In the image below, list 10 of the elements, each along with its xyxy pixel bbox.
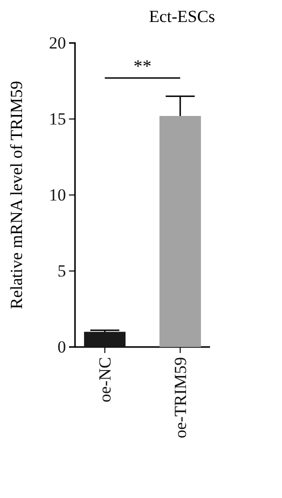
y-axis-title: Relative mRNA level of TRIM59: [7, 80, 26, 310]
x-tick-label: oe-NC: [96, 357, 115, 402]
y-tick-label: 10: [49, 185, 66, 204]
y-tick-label: 15: [49, 109, 66, 128]
y-tick-label: 20: [49, 33, 66, 52]
x-tick-label: oe-TRIM59: [171, 357, 190, 438]
annotation: **: [134, 56, 152, 76]
y-tick-label: 0: [58, 337, 66, 356]
chart-title: Ect-ESCs: [148, 7, 216, 26]
y-tick-label: 5: [58, 261, 66, 280]
